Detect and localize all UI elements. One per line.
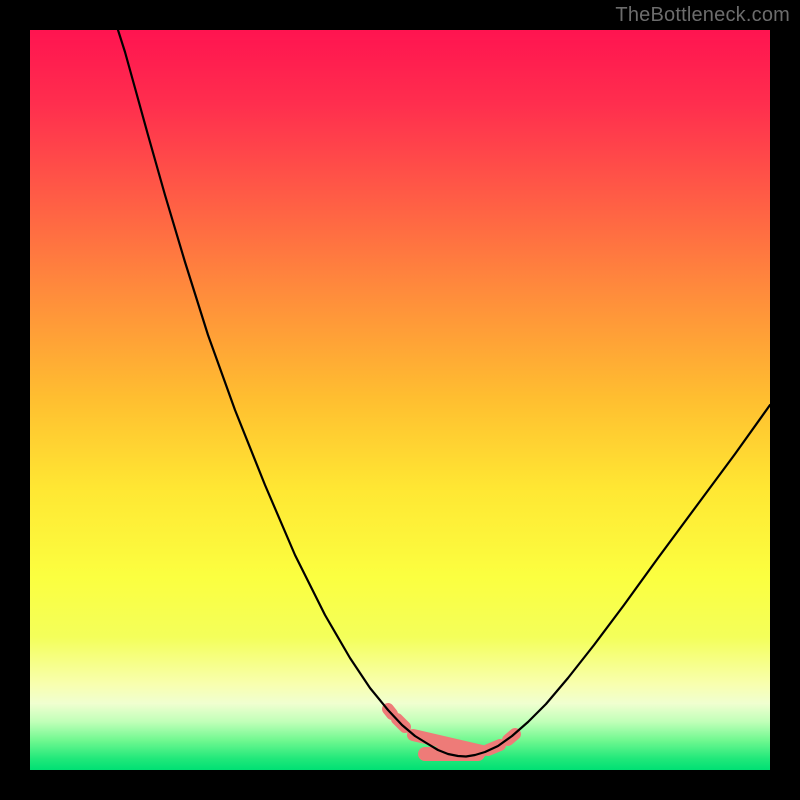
plot-svg: [30, 30, 770, 770]
gradient-background: [30, 30, 770, 770]
plot-area: [30, 30, 770, 770]
watermark-text: TheBottleneck.com: [615, 4, 790, 27]
chart-frame: TheBottleneck.com: [0, 0, 800, 800]
